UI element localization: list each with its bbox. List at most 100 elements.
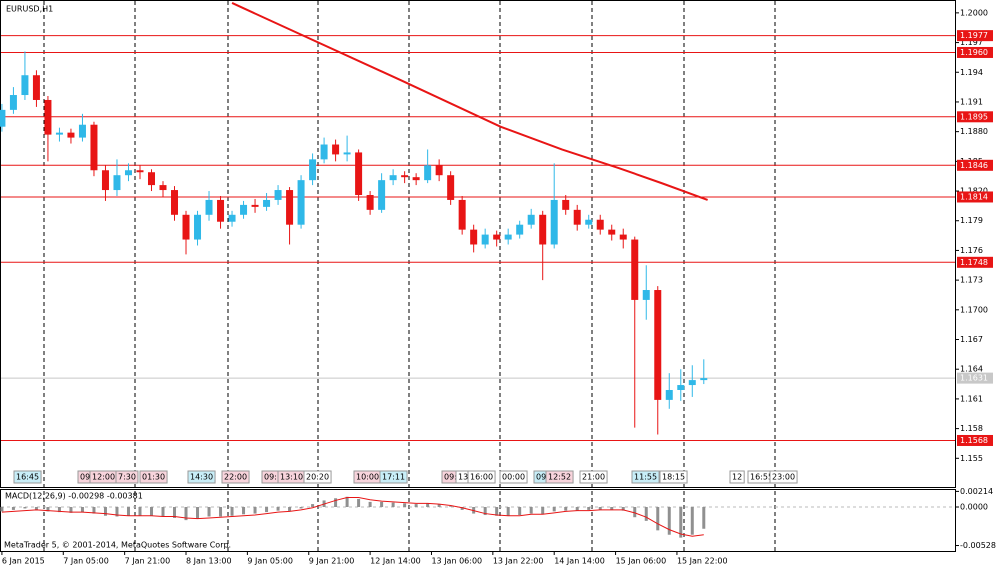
candle-body <box>332 144 340 155</box>
candle-body <box>573 209 581 225</box>
macd-bar <box>587 507 591 510</box>
y-tick-label: 1.1880 <box>960 127 988 136</box>
candle-body <box>642 290 650 300</box>
event-label: 13:10 <box>280 473 303 482</box>
macd-bar <box>92 507 96 514</box>
event-label: 16:00 <box>470 473 493 482</box>
macd-bar <box>403 503 407 508</box>
macd-bar <box>242 507 246 515</box>
candle-body <box>596 219 604 230</box>
macd-bar <box>115 507 119 517</box>
x-tick-label: 9 Jan 21:00 <box>309 557 355 566</box>
event-label: 11:55 <box>634 473 657 482</box>
x-tick-label: 14 Jan 14:00 <box>554 557 605 566</box>
y-tick-label: 1.176 <box>960 246 983 255</box>
candle-body <box>458 199 466 230</box>
candle-body <box>44 99 52 135</box>
macd-bar <box>219 507 223 517</box>
macd-bar <box>575 507 579 511</box>
macd-bar <box>667 507 671 535</box>
level-label-box <box>957 159 993 171</box>
level-label: 1.1895 <box>960 112 988 121</box>
macd-bar <box>495 507 499 516</box>
candle-body <box>67 132 75 138</box>
event-label: 17:11 <box>382 473 405 482</box>
macd-bar <box>23 507 27 509</box>
candle-body <box>654 290 662 400</box>
y-tick-label: 1.1820 <box>960 187 988 196</box>
candle-body <box>424 165 432 181</box>
event-badge <box>221 470 250 484</box>
event-label: 09 <box>536 473 546 482</box>
level-label-box <box>957 434 993 446</box>
event-badge <box>769 470 798 484</box>
candle-body <box>631 239 639 300</box>
event-badge <box>13 470 42 484</box>
candle-body <box>101 170 109 191</box>
macd-bar <box>460 507 464 510</box>
event-label: 16:45 <box>16 473 39 482</box>
macd-bar <box>702 507 706 529</box>
level-label-box <box>957 30 993 42</box>
level-label: 1.1814 <box>960 192 988 201</box>
candle-body <box>700 378 708 381</box>
macd-title: MACD(12,26,9) -0.00298 -0.00381 <box>5 492 143 501</box>
x-tick-label: 7 Jan 21:00 <box>125 557 171 566</box>
candle-body <box>194 214 202 240</box>
candle-body <box>171 190 179 215</box>
macd-bar <box>529 507 533 514</box>
macd-bar <box>414 504 418 508</box>
copyright: MetaTrader 5, © 2001-2014, MetaQuotes So… <box>4 541 231 550</box>
macd-bar <box>103 507 107 516</box>
candle-body <box>378 180 386 210</box>
macd-bar <box>610 507 614 510</box>
macd-bar <box>621 507 625 511</box>
level-label: 1.1960 <box>960 48 988 57</box>
macd-bar <box>46 507 50 512</box>
y-tick-label: 1.2000 <box>960 8 988 17</box>
macd-bar <box>149 507 153 516</box>
candle-body <box>677 385 685 390</box>
macd-bar <box>541 507 545 515</box>
level-label: 1.1748 <box>960 258 988 267</box>
y-tick-label: 1.179 <box>960 216 983 225</box>
event-label: 7:30 <box>118 473 136 482</box>
event-badge <box>467 470 496 484</box>
candle-body <box>412 177 420 181</box>
event-badge <box>499 470 528 484</box>
x-tick-label: 12 Jan 14:00 <box>370 557 421 566</box>
macd-bar <box>426 503 430 508</box>
macd-bar <box>69 507 73 513</box>
candle-body <box>124 170 132 176</box>
candle-body <box>366 194 374 210</box>
candle-body <box>550 199 558 245</box>
candle-body <box>309 159 317 181</box>
event-label: 09: <box>264 473 277 482</box>
candle-body <box>320 144 328 160</box>
y-tick-label: 1.167 <box>960 335 983 344</box>
macd-bar <box>357 498 361 508</box>
macd-bar <box>161 507 165 517</box>
candle-body <box>263 199 271 207</box>
macd-bar <box>80 507 84 513</box>
event-label: 09: <box>444 473 457 482</box>
level-label: 1.1977 <box>960 31 988 40</box>
candle-body <box>619 234 627 240</box>
event-label: 22:00 <box>224 473 247 482</box>
y-tick-label: 1.197 <box>960 38 983 47</box>
candle-body <box>228 214 236 222</box>
macd-bar <box>518 507 522 516</box>
candle-body <box>435 165 443 176</box>
candle-body <box>55 132 63 135</box>
macd-bar <box>299 507 303 509</box>
candle-body <box>0 109 6 127</box>
level-label: 1.1846 <box>960 161 988 170</box>
plot <box>0 2 955 538</box>
candle-body <box>539 214 547 245</box>
event-label: 16:55 <box>750 473 773 482</box>
event-label: 12:52 <box>548 473 571 482</box>
macd-bar <box>126 507 130 516</box>
candle-body <box>113 175 121 191</box>
candle-body <box>78 124 86 138</box>
